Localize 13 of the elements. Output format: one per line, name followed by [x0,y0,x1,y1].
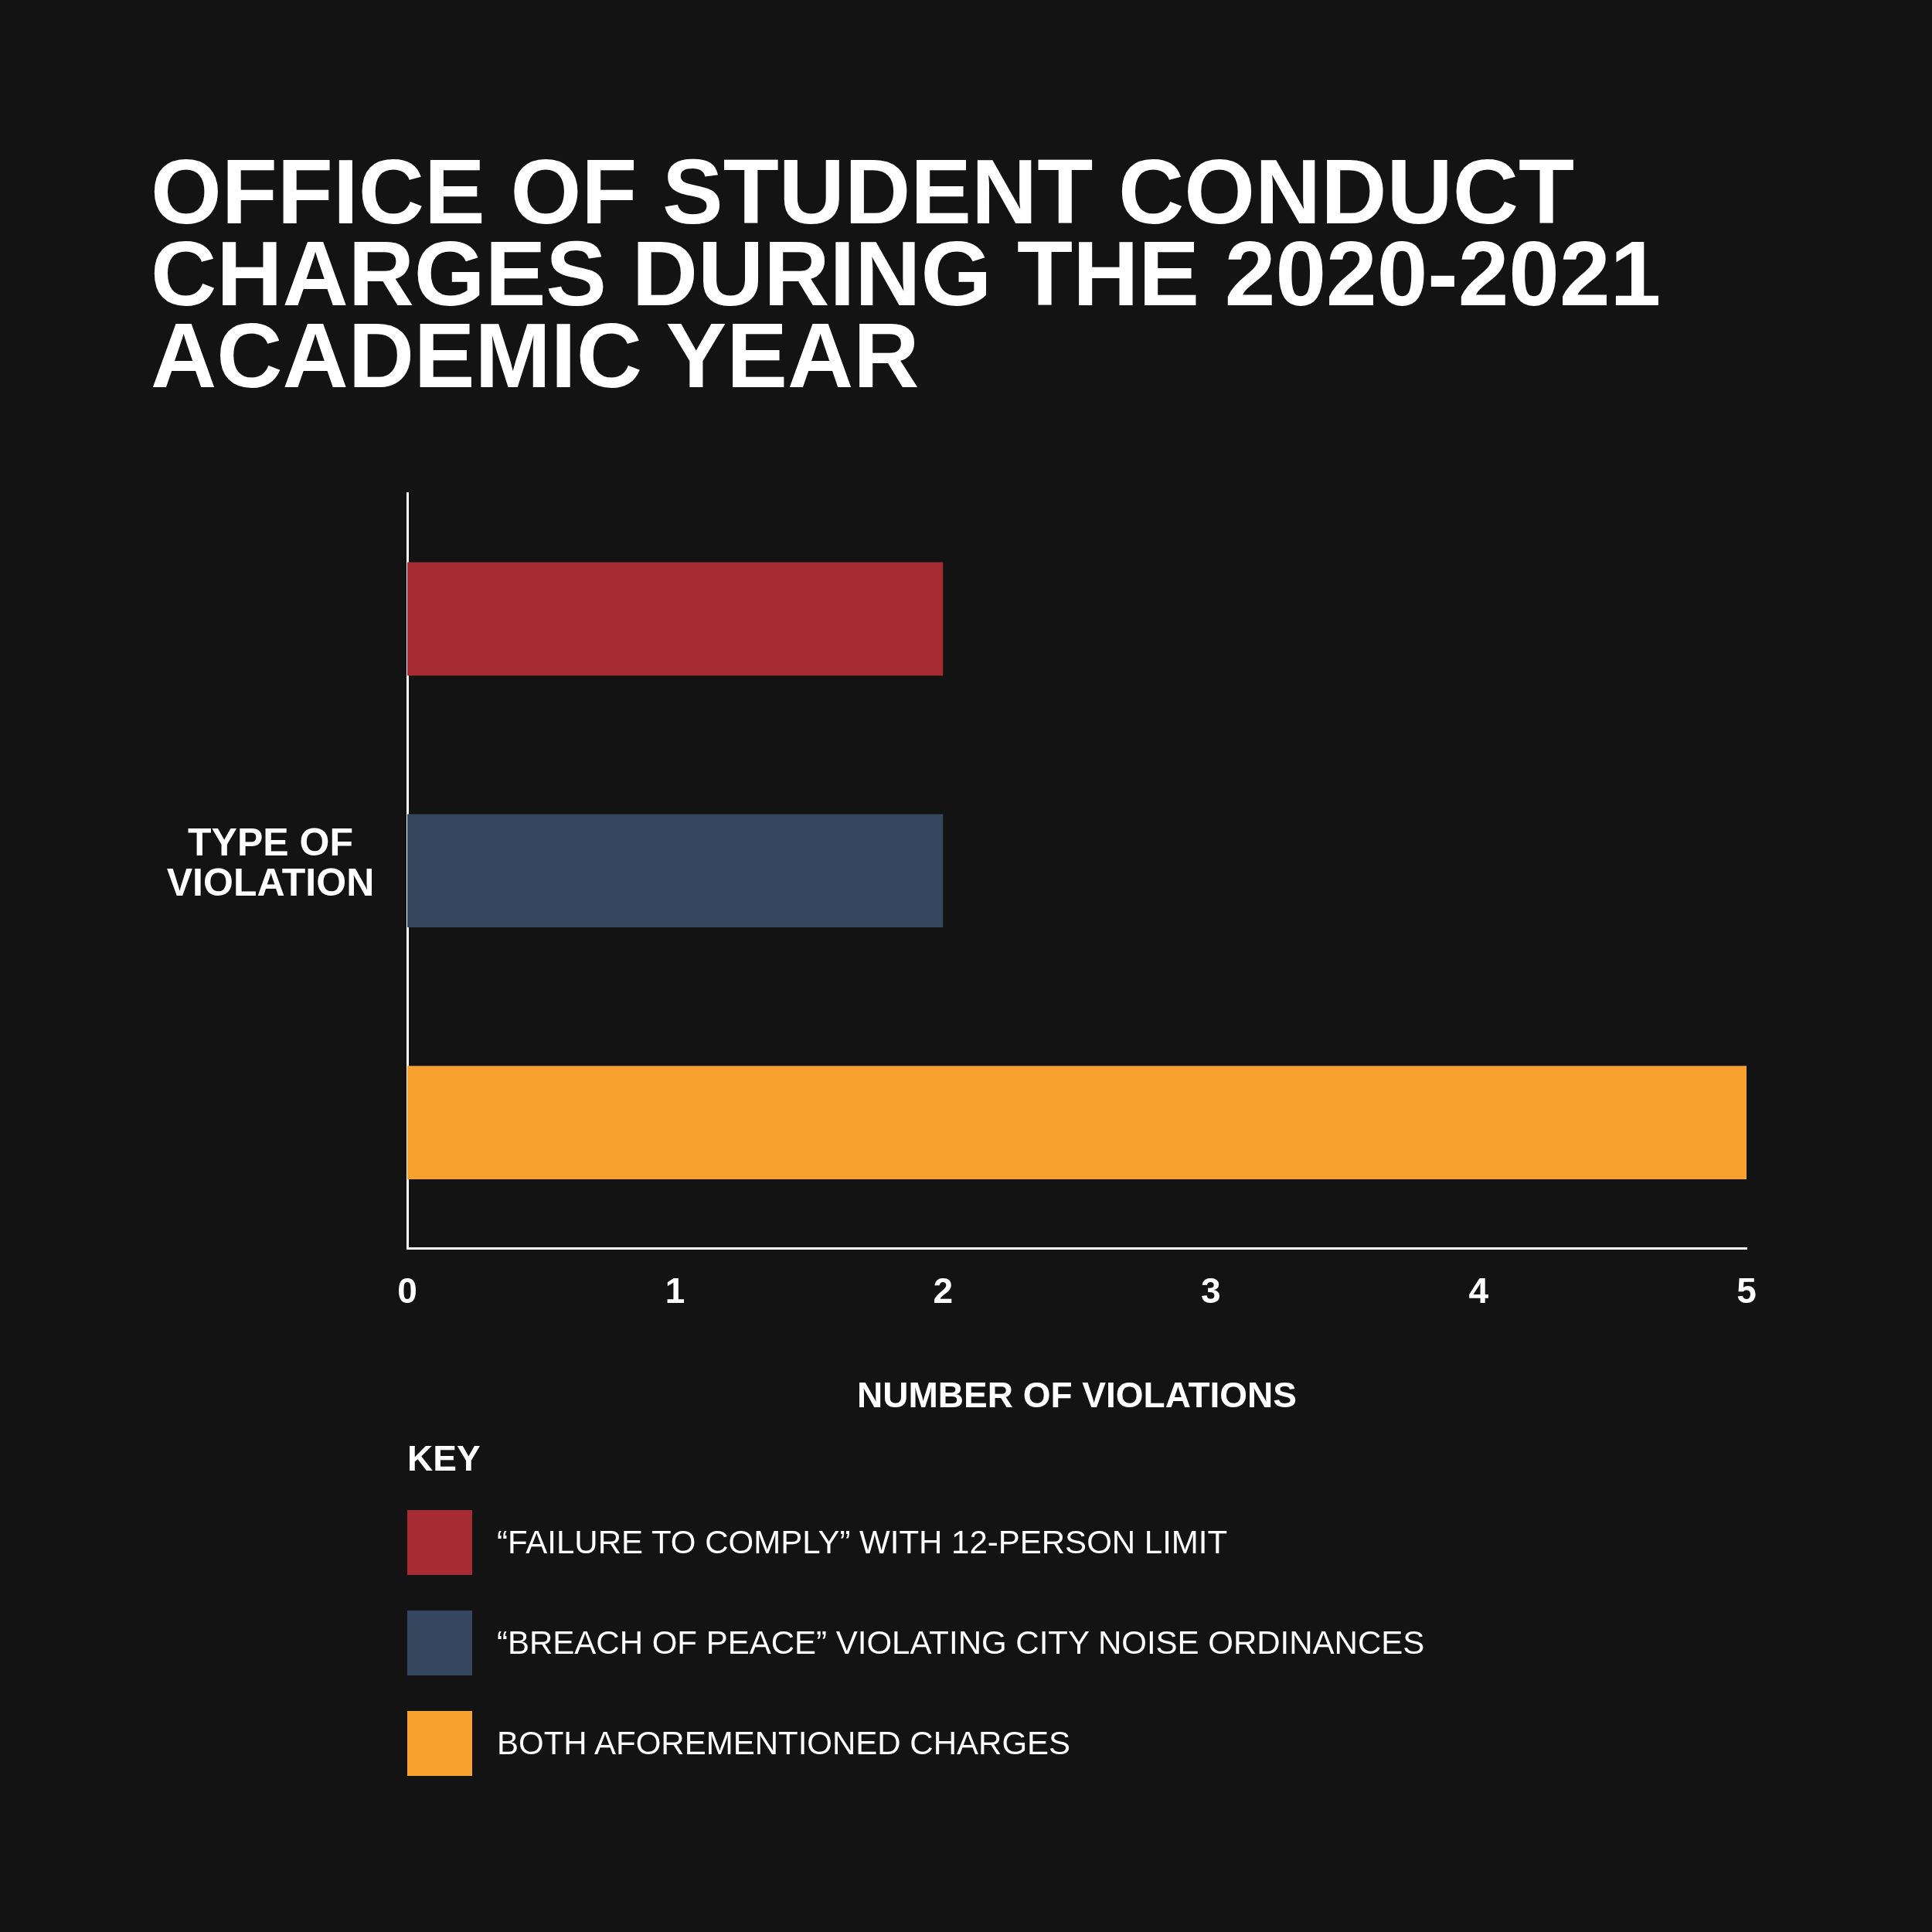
chart-title: OFFICE OF STUDENT CONDUCT CHARGES DURING THE 2020-2021 ACADEMIC YEAR [151,141,1662,406]
x-axis-title: NUMBER OF VIOLATIONS [856,1375,1298,1416]
legend-label: BOTH AFOREMENTIONED CHARGES [497,1725,1071,1762]
x-tick-label: 2 [933,1270,953,1311]
y-axis-title: TYPE OF VIOLATION [166,820,375,904]
x-tick-label: 5 [1736,1270,1757,1311]
x-tick-label: 4 [1468,1270,1489,1311]
x-tick-label: 3 [1201,1270,1221,1311]
x-tick-label: 1 [665,1270,685,1311]
x-tick-label: 0 [397,1270,417,1311]
legend-label: “FAILURE TO COMPLY” WITH 12-PERSON LIMIT [497,1524,1228,1561]
legend-title: KEY [407,1437,481,1479]
legend-label: “BREACH OF PEACE” VIOLATING CITY NOISE ORDINANCES [497,1624,1425,1662]
